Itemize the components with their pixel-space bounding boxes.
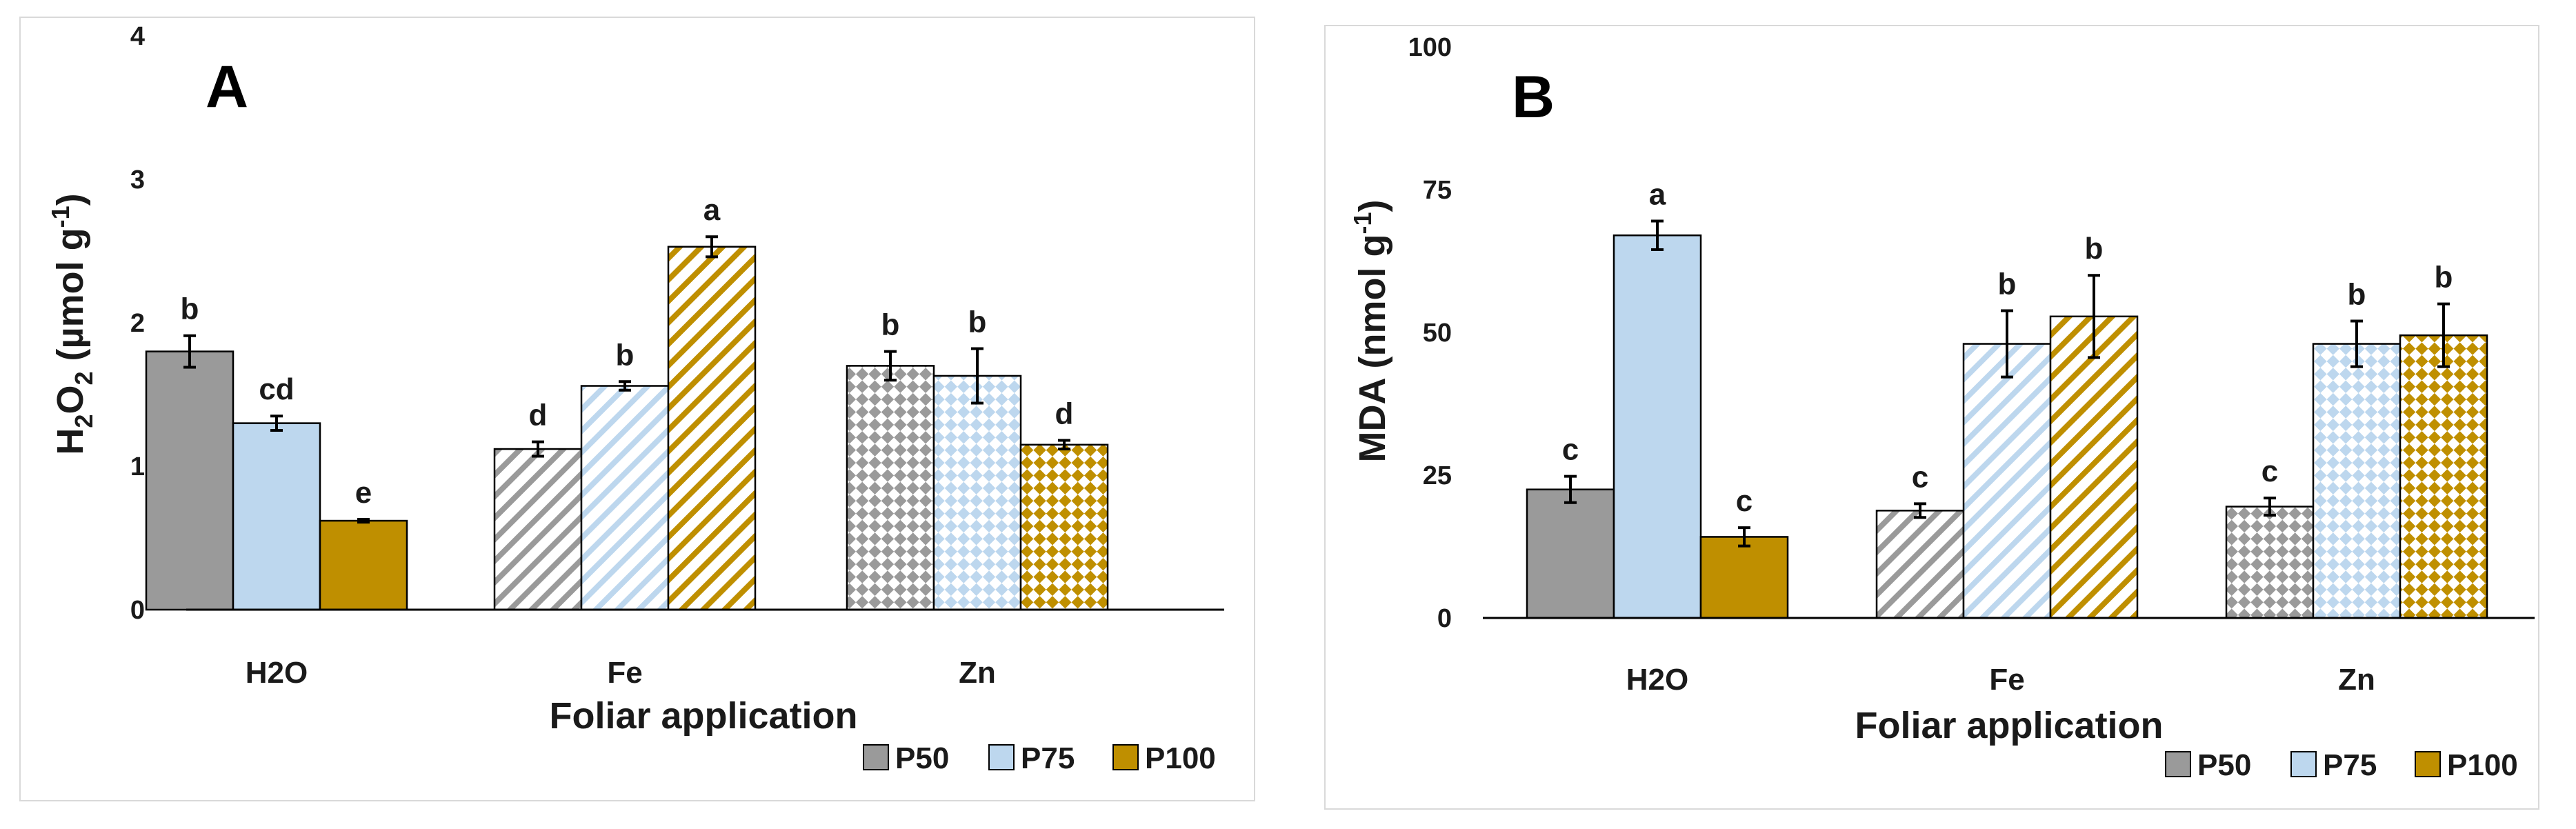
significance-label: c [1562, 433, 1579, 467]
error-bar [357, 517, 370, 524]
legend-item-p100: P100 [2415, 748, 2518, 782]
error-bar [1738, 526, 1750, 548]
x-axis-title: Foliar application [549, 695, 857, 737]
y-tick-label: 2 [130, 309, 145, 338]
significance-label: c [2262, 455, 2278, 488]
bar-p50-zn [2225, 506, 2315, 619]
significance-label: b [2085, 232, 2104, 266]
legend-swatch [1112, 744, 1139, 770]
significance-label: d [1055, 397, 1074, 431]
legend-swatch [2415, 751, 2441, 777]
significance-label: b [881, 308, 900, 342]
panel-label: B [1512, 64, 1555, 130]
x-category-label: Zn [959, 656, 996, 690]
bar-p75-zn [932, 374, 1022, 611]
legend-label: P50 [895, 741, 949, 775]
bar-p50-fe [493, 448, 583, 611]
error-bar [1651, 219, 1664, 251]
error-bar [2088, 274, 2100, 359]
error-bar [706, 235, 718, 259]
legend-swatch [988, 744, 1015, 770]
y-tick-label: 25 [1423, 461, 1452, 490]
legend-label: P50 [2197, 748, 2251, 782]
legend-swatch [863, 744, 889, 770]
bar-p100-h2o [1699, 536, 1789, 619]
significance-label: a [703, 193, 721, 227]
bar-p50-fe [1875, 510, 1965, 619]
legend-item-p75: P75 [988, 741, 1075, 775]
bar-p100-h2o [319, 519, 408, 611]
y-axis-title: H2O2 (µmol g-1) [46, 193, 98, 455]
error-bar [1564, 475, 1577, 504]
y-tick-label: 4 [130, 22, 145, 51]
significance-label: e [355, 476, 372, 510]
legend-item-p75: P75 [2290, 748, 2377, 782]
significance-label: b [2348, 277, 2366, 311]
error-bar [2264, 497, 2276, 517]
bar-p75-fe [1962, 343, 2052, 619]
chart-a: 0 1 2 3 4 b d b cd b b e a d H2O Fe Zn Foliar application… [46, 22, 1224, 775]
significance-label: c [1736, 484, 1753, 518]
significance-label: b [968, 305, 987, 339]
y-axis-title: MDA (nmol g-1) [1348, 200, 1393, 463]
legend-label: P75 [1021, 741, 1075, 775]
x-axis-title: Foliar application [1855, 705, 2163, 746]
error-bar [183, 334, 196, 369]
y-tick-label: 0 [130, 596, 145, 625]
bar-p75-h2o [232, 422, 321, 611]
significance-label: b [616, 338, 635, 372]
y-tick-label: 0 [1437, 604, 1452, 633]
legend-item-p100: P100 [1112, 741, 1216, 775]
significance-label: a [1649, 178, 1666, 212]
chart-b: 0 25 50 75 100 c c c a b b c b b H2O Fe Zn Foliar applica… [1348, 33, 2535, 782]
bar-p75-fe [580, 385, 670, 611]
y-tick-label: 100 [1408, 33, 1452, 62]
bar-p50-h2o [145, 350, 234, 611]
error-bar [884, 350, 897, 382]
y-tick-label: 3 [130, 166, 145, 194]
x-category-label: H2O [246, 656, 308, 690]
significance-label: b [181, 292, 199, 326]
x-category-label: Zn [2338, 663, 2375, 697]
x-category-label: H2O [1626, 663, 1688, 697]
bar-p50-h2o [1526, 488, 1615, 619]
legend-label: P75 [2323, 748, 2377, 782]
error-bar [971, 347, 984, 405]
legend-swatch [2290, 751, 2317, 777]
error-bar [1914, 502, 1926, 519]
bar-p50-zn [846, 365, 935, 611]
bar-p100-fe [2049, 315, 2139, 619]
legend-swatch [2165, 751, 2191, 777]
x-category-label: Fe [607, 656, 642, 690]
error-bar [619, 380, 631, 392]
error-bar [2001, 309, 2013, 379]
panel-label: A [206, 54, 248, 120]
legend-item-p50: P50 [863, 741, 949, 775]
y-tick-label: 50 [1423, 319, 1452, 348]
bar-p75-h2o [1613, 234, 1702, 619]
error-bar [532, 440, 544, 458]
significance-label: c [1912, 460, 1928, 494]
bar-p75-zn [2312, 343, 2402, 619]
error-bar [270, 415, 283, 432]
bar-p100-fe [667, 246, 757, 611]
legend-label: P100 [1145, 741, 1216, 775]
legend-item-p50: P50 [2165, 748, 2251, 782]
significance-label: b [1998, 268, 2017, 301]
significance-label: d [529, 399, 548, 432]
bar-p100-zn [1019, 443, 1109, 611]
error-bar [2350, 319, 2363, 368]
y-tick-label: 75 [1423, 176, 1452, 205]
error-bar [1058, 439, 1070, 451]
legend-label: P100 [2447, 748, 2518, 782]
bar-p100-zn [2399, 334, 2488, 619]
significance-label: cd [259, 372, 294, 406]
error-bar [2437, 302, 2450, 368]
x-category-label: Fe [1989, 663, 2024, 697]
significance-label: b [2435, 261, 2453, 294]
y-tick-label: 1 [130, 452, 145, 481]
